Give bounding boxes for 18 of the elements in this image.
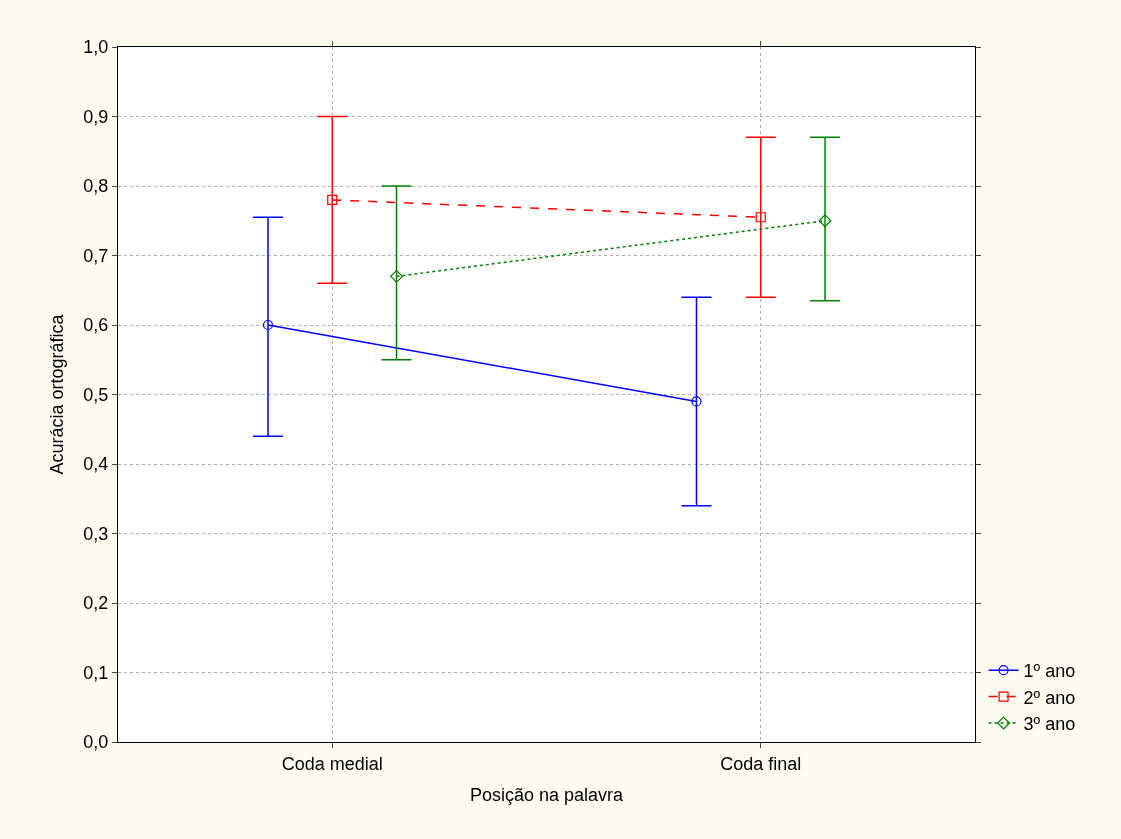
legend-label: 3º ano — [1023, 714, 1076, 735]
y-tick-label: 0,2 — [83, 593, 109, 614]
legend-label: 2º ano — [1023, 687, 1076, 708]
y-tick-label: 1,0 — [83, 37, 109, 58]
y-axis-title: Acurácia ortográfica — [46, 313, 67, 475]
y-tick-label: 0,6 — [83, 315, 109, 336]
y-tick-label: 0,4 — [83, 454, 109, 475]
y-tick-label: 0,0 — [83, 732, 109, 753]
y-tick-label: 0,9 — [83, 106, 109, 127]
y-tick-label: 0,7 — [83, 245, 109, 266]
x-axis-title: Posição na palavra — [469, 784, 625, 805]
y-tick-label: 0,8 — [83, 176, 109, 197]
y-tick-label: 0,3 — [83, 523, 109, 544]
legend-label: 1º ano — [1023, 661, 1076, 682]
y-tick-label: 0,1 — [83, 662, 109, 683]
x-tick-label: Coda final — [720, 753, 802, 774]
y-tick-label: 0,5 — [83, 384, 109, 405]
x-tick-label: Coda medial — [281, 753, 383, 774]
